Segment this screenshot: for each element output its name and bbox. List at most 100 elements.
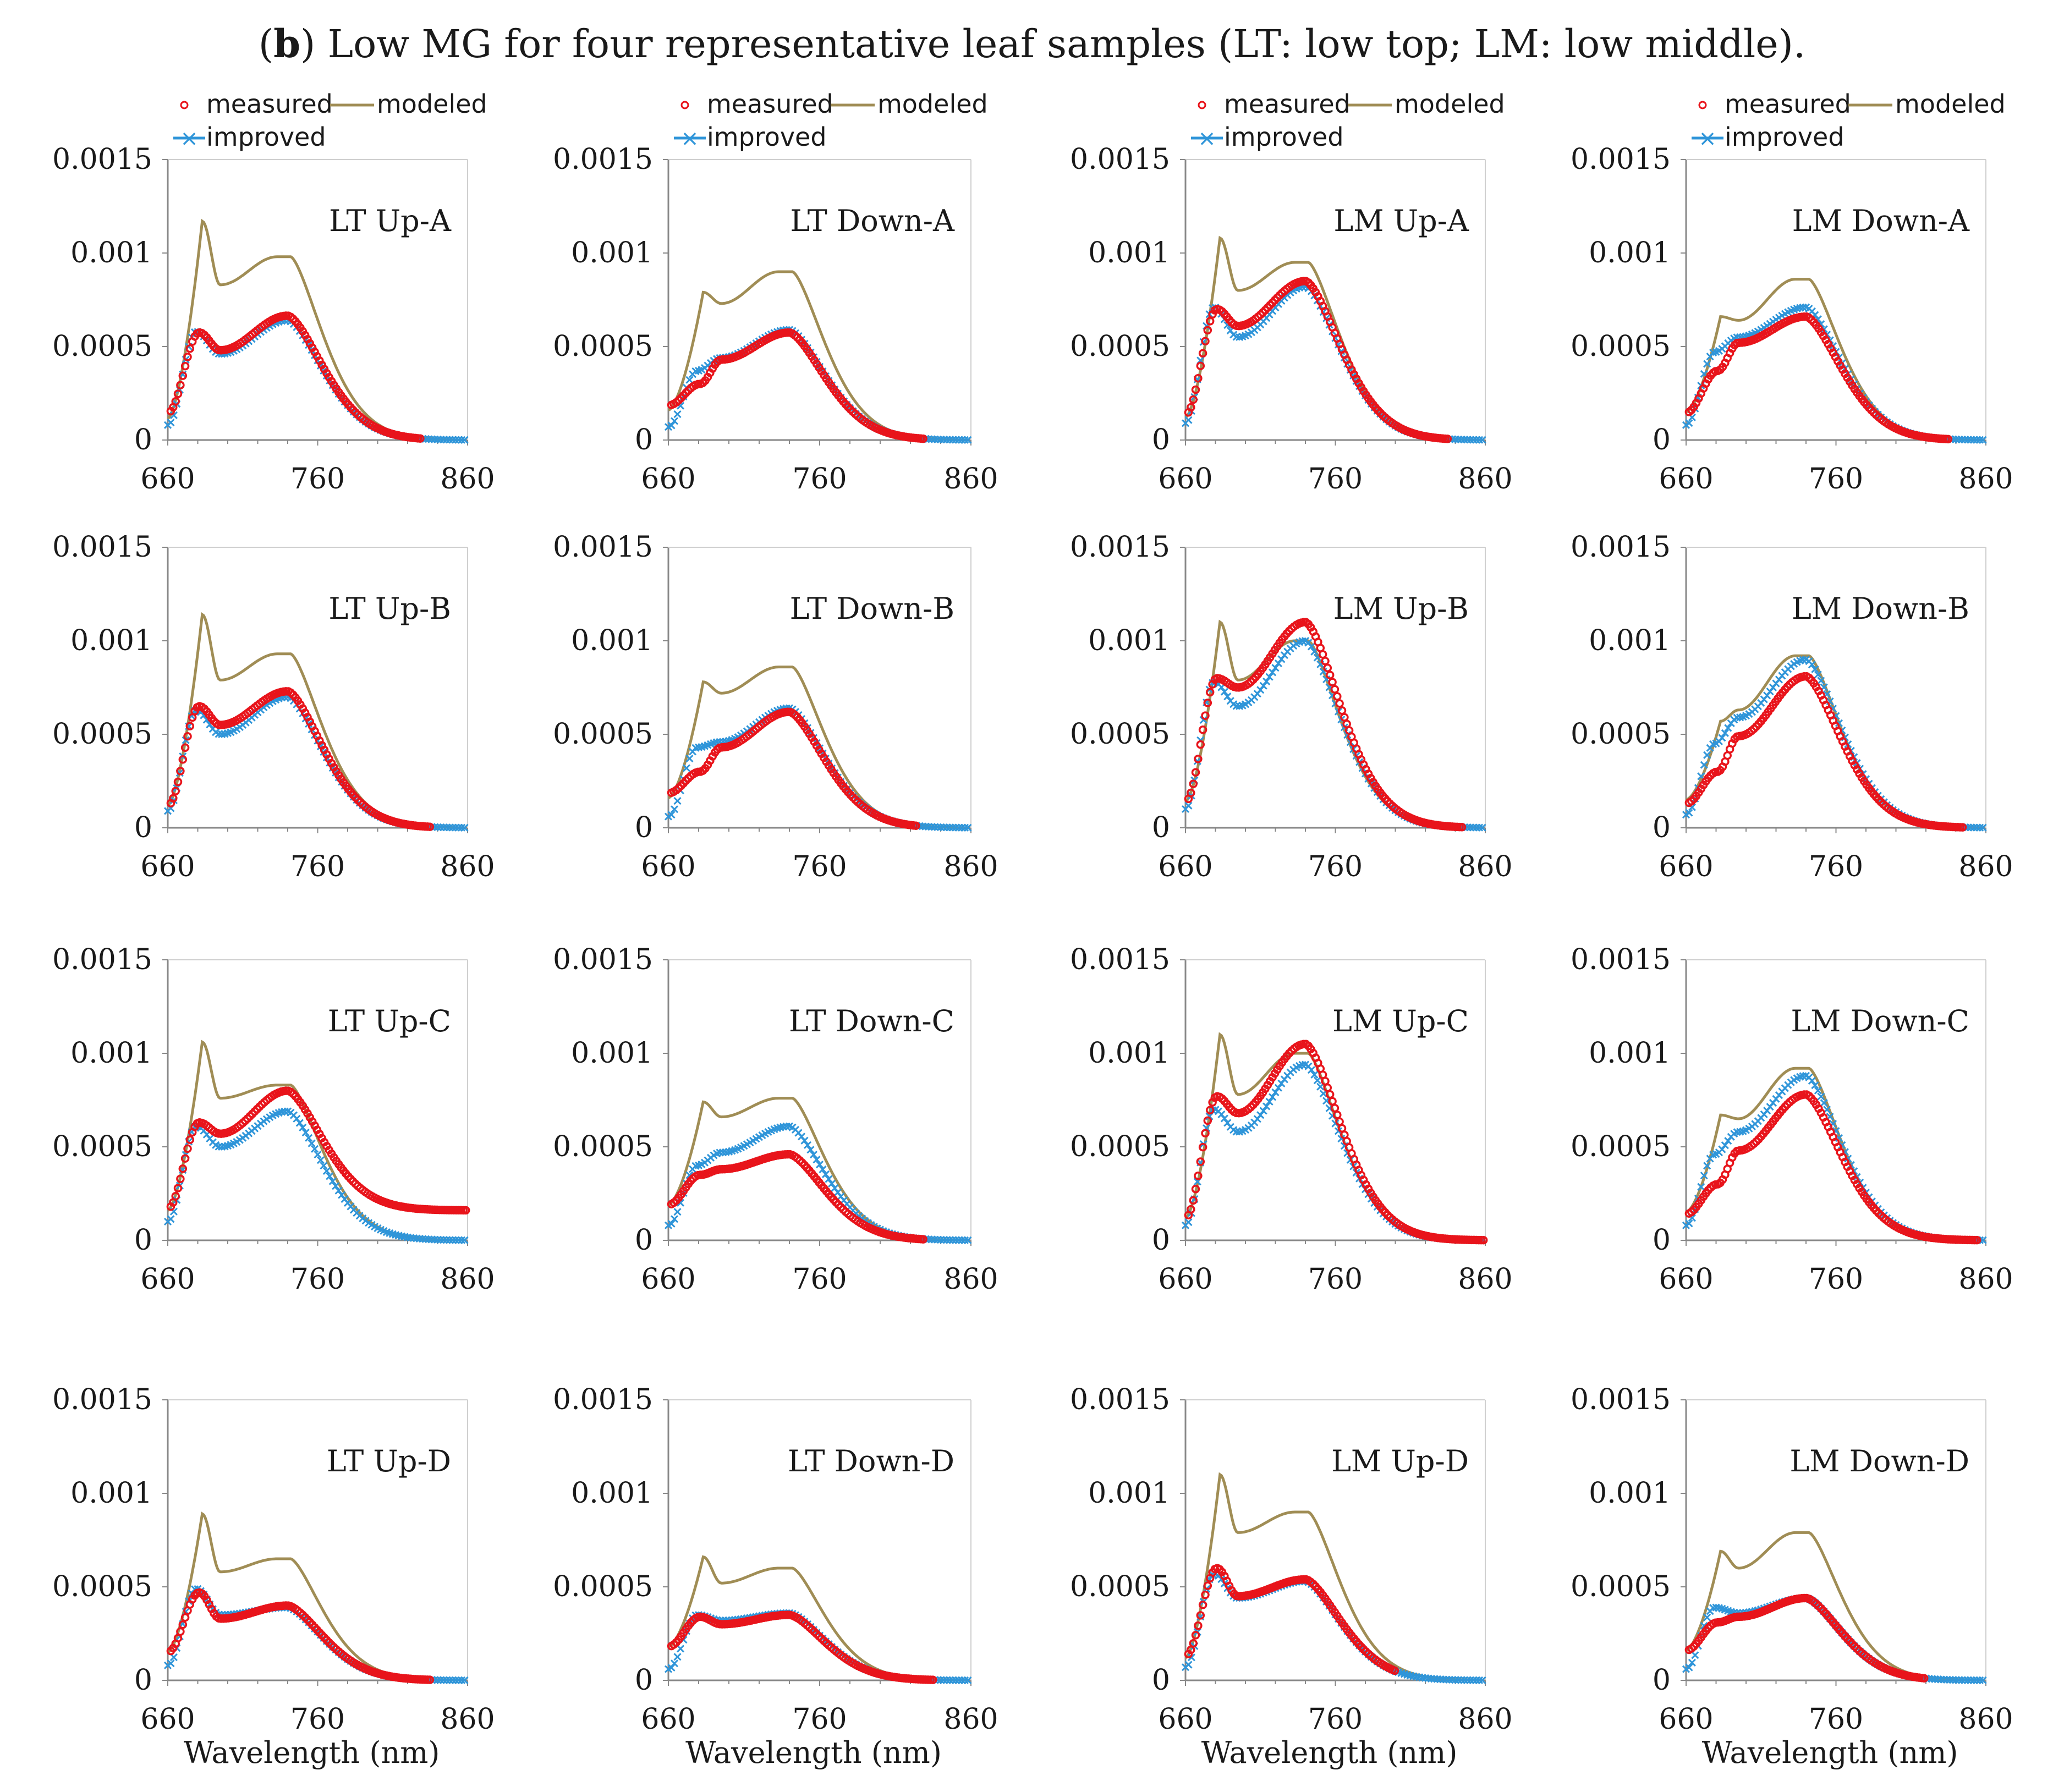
improved-point <box>1310 1070 1319 1079</box>
improved-point <box>430 435 439 443</box>
measured-point <box>1390 1666 1399 1675</box>
improved-point <box>1817 1092 1825 1101</box>
improved-point <box>458 1676 466 1684</box>
x-tick-label: 660 <box>641 850 695 883</box>
improved-point <box>1799 303 1807 311</box>
measured-point <box>1203 1581 1212 1590</box>
improved-point <box>1472 1676 1480 1684</box>
improved-point <box>440 436 448 444</box>
improved-point <box>934 1235 942 1244</box>
x-tick-label: 860 <box>943 1703 998 1736</box>
improved-point <box>167 1659 175 1668</box>
measured-point <box>180 361 190 371</box>
series-improved <box>664 704 972 832</box>
improved-point <box>952 436 960 444</box>
measured-point <box>1328 678 1337 686</box>
panel-title: LM Up-D <box>1331 1444 1469 1478</box>
y-tick-label: 0.0005 <box>1070 1130 1170 1163</box>
y-tick-label: 0.001 <box>571 1477 653 1510</box>
improved-point <box>440 1676 448 1684</box>
improved-point <box>946 436 954 444</box>
improved-point <box>1223 692 1232 701</box>
y-tick-label: 0.0015 <box>1571 143 1671 176</box>
measured-point <box>185 722 195 730</box>
y-tick-label: 0.0015 <box>1070 943 1170 976</box>
improved-point <box>1820 1099 1828 1107</box>
improved-point <box>676 1645 685 1653</box>
x-axis-label: Wavelength (nm) <box>1702 1735 1958 1770</box>
improved-point <box>215 1142 223 1151</box>
improved-point <box>299 1123 307 1132</box>
panel-lm-up-a: 0 0.0005 0.001 0.0015 660 760 860 LM Up-A measur… <box>1070 89 1513 496</box>
y-tick-label: 0.0015 <box>1571 943 1671 976</box>
measured-point <box>1958 823 1967 832</box>
legend-modeled-label: modeled <box>1395 89 1505 119</box>
improved-point <box>440 823 448 832</box>
improved-point <box>964 436 972 444</box>
series-measured <box>166 687 435 831</box>
improved-point <box>934 823 942 831</box>
improved-point <box>948 1676 957 1684</box>
improved-point <box>673 1208 682 1216</box>
y-tick-label: 0.0015 <box>52 531 152 564</box>
series-improved <box>1181 1570 1486 1684</box>
improved-point <box>960 1676 969 1684</box>
improved-point <box>927 823 936 831</box>
x-tick-label: 860 <box>1458 850 1512 883</box>
series-modeled-line <box>1685 1531 1971 1681</box>
improved-point <box>948 1236 957 1244</box>
x-tick-label: 660 <box>140 1263 195 1296</box>
y-tick-label: 0.001 <box>1088 237 1170 270</box>
improved-point <box>436 1236 445 1244</box>
improved-point <box>1961 436 1969 444</box>
improved-point <box>813 1156 821 1164</box>
measured-point <box>180 1613 190 1622</box>
improved-point <box>964 1676 972 1684</box>
improved-point <box>1313 1076 1321 1085</box>
improved-point <box>936 1235 945 1244</box>
improved-point <box>1274 659 1283 668</box>
improved-point <box>1724 724 1732 732</box>
improved-point <box>442 1236 451 1244</box>
panel-title: LM Down-B <box>1792 591 1969 626</box>
x-tick-label: 660 <box>1158 1263 1212 1296</box>
x-tick-label: 660 <box>1659 1703 1713 1736</box>
y-tick-label: 0 <box>134 1664 152 1697</box>
measured-point <box>461 1206 470 1215</box>
improved-point <box>1220 1114 1228 1123</box>
measured-point <box>1205 688 1215 697</box>
improved-point <box>167 419 175 427</box>
improved-point <box>670 1215 679 1223</box>
x-tick-label: 660 <box>140 850 195 883</box>
improved-point <box>1478 823 1486 832</box>
measured-point <box>1198 725 1207 734</box>
improved-point <box>1307 642 1315 651</box>
improved-point <box>1262 677 1271 685</box>
x-axis-label: Wavelength (nm) <box>685 1735 942 1770</box>
improved-point <box>1184 1218 1193 1227</box>
improved-point <box>936 823 945 832</box>
improved-point <box>942 436 951 444</box>
y-tick-label: 0.001 <box>1088 1037 1170 1070</box>
panel-title: LM Up-C <box>1332 1004 1469 1038</box>
improved-point <box>685 376 694 384</box>
measured-point <box>1189 779 1198 788</box>
panel-lt-up-c: 0 0.0005 0.001 0.0015 660 760 860 LT Up-C <box>52 943 495 1296</box>
series-measured <box>1684 1593 1929 1683</box>
improved-point <box>301 1129 310 1137</box>
improved-point <box>295 1119 304 1127</box>
improved-point <box>1259 1107 1267 1115</box>
improved-point <box>1811 665 1819 673</box>
improved-point <box>1259 681 1267 690</box>
improved-point <box>1685 809 1693 817</box>
improved-point <box>334 1186 343 1195</box>
improved-point <box>670 417 679 425</box>
series-improved <box>664 326 972 444</box>
x-tick-label: 660 <box>140 463 195 496</box>
series-improved <box>1181 636 1486 832</box>
improved-point <box>685 755 694 763</box>
measured-point <box>1194 1172 1203 1180</box>
legend-modeled-label: modeled <box>377 89 487 119</box>
improved-point <box>716 1148 724 1157</box>
y-tick-label: 0.0005 <box>1070 330 1170 363</box>
